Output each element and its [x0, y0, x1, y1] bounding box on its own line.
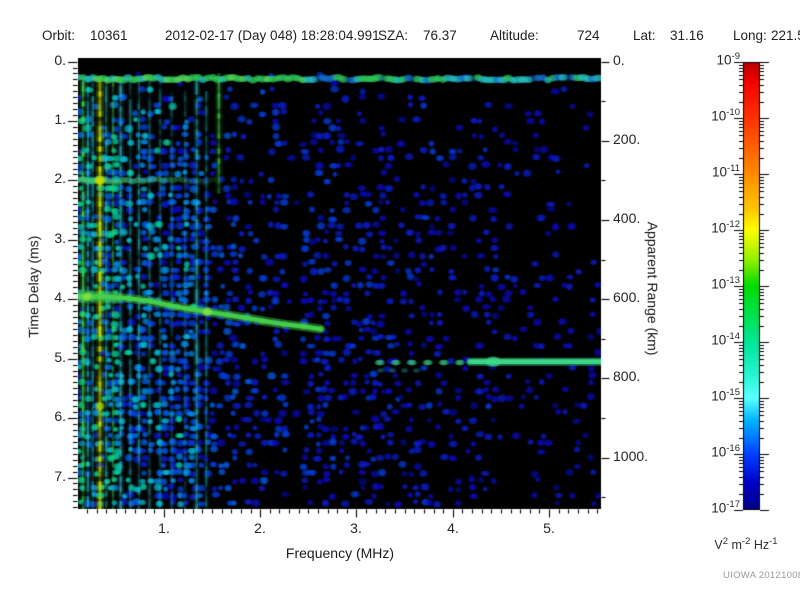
- sza-value: 76.37: [423, 28, 457, 43]
- x-axis-title: Frequency (MHz): [285, 545, 395, 561]
- altitude-label: Altitude:: [490, 28, 539, 43]
- datetime-value: 2012-02-17 (Day 048) 18:28:04.991: [165, 28, 380, 43]
- long-label: Long:: [733, 28, 767, 43]
- orbit-value: 10361: [90, 28, 128, 43]
- orbit-label: Orbit:: [42, 28, 76, 43]
- altitude-value: 724: [577, 28, 600, 43]
- lat-value: 31.16: [670, 28, 704, 43]
- colorbar-units: V2 m-2 Hz-1: [714, 536, 778, 553]
- long-value: 221.54: [771, 28, 800, 43]
- y-axis-title: Time Delay (ms): [25, 235, 42, 338]
- sza-label: SZA:: [378, 28, 409, 43]
- lat-label: Lat:: [633, 28, 656, 43]
- y2-axis-title: Apparent Range (km): [644, 221, 661, 356]
- watermark: UIOWA 20121008: [723, 570, 800, 581]
